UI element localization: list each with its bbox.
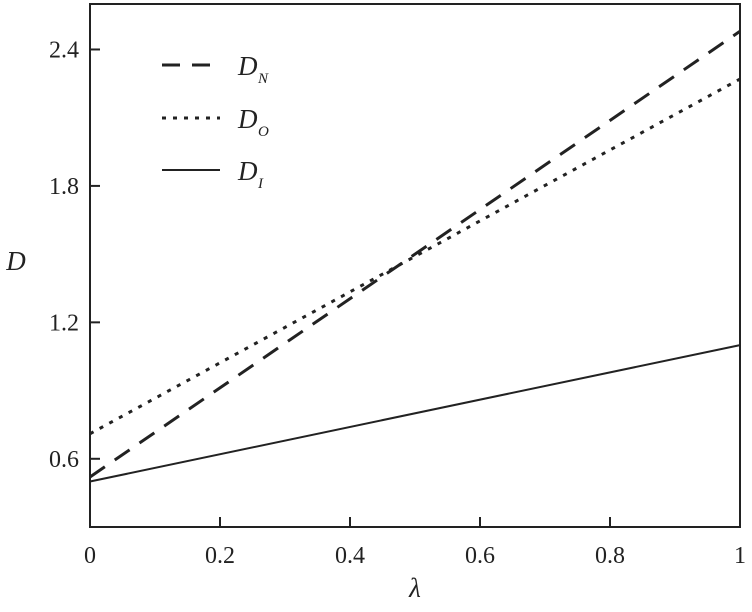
legend-label-d-o: D [237, 104, 258, 134]
y-tick-label: 1.2 [49, 310, 79, 336]
y-tick-label: 1.8 [49, 174, 79, 200]
x-tick-label: 0.6 [465, 543, 495, 569]
x-tick-label: 1 [734, 543, 746, 569]
series-line-d-o [89, 77, 741, 436]
x-tick-label: 0.4 [335, 543, 365, 569]
series-lines [89, 30, 741, 483]
x-tick-label: 0 [84, 543, 96, 569]
y-axis-tick-labels: 0.6 1.2 1.8 2.4 [49, 37, 79, 472]
legend-subscript-d-n: N [257, 71, 269, 87]
legend-label-d-i: D [237, 156, 258, 186]
x-axis-label: λ [408, 573, 421, 603]
y-axis-ticks [90, 48, 100, 460]
y-axis-label: D [5, 246, 26, 276]
plot-frame [89, 3, 741, 528]
series-line-d-n [89, 30, 741, 479]
x-tick-label: 0.8 [595, 543, 625, 569]
legend-subscript-d-i: I [257, 176, 264, 192]
x-axis-ticks [89, 517, 741, 527]
series-line-d-i [89, 344, 741, 483]
legend-subscript-d-o: O [258, 124, 269, 140]
x-axis-tick-labels: 0 0.2 0.4 0.6 0.8 1 [84, 543, 746, 569]
y-tick-label: 2.4 [49, 37, 79, 63]
x-tick-label: 0.2 [205, 543, 235, 569]
legend: D ND OD I [162, 51, 269, 192]
legend-label-d-n: D [237, 51, 258, 81]
y-tick-label: 0.6 [49, 447, 79, 473]
